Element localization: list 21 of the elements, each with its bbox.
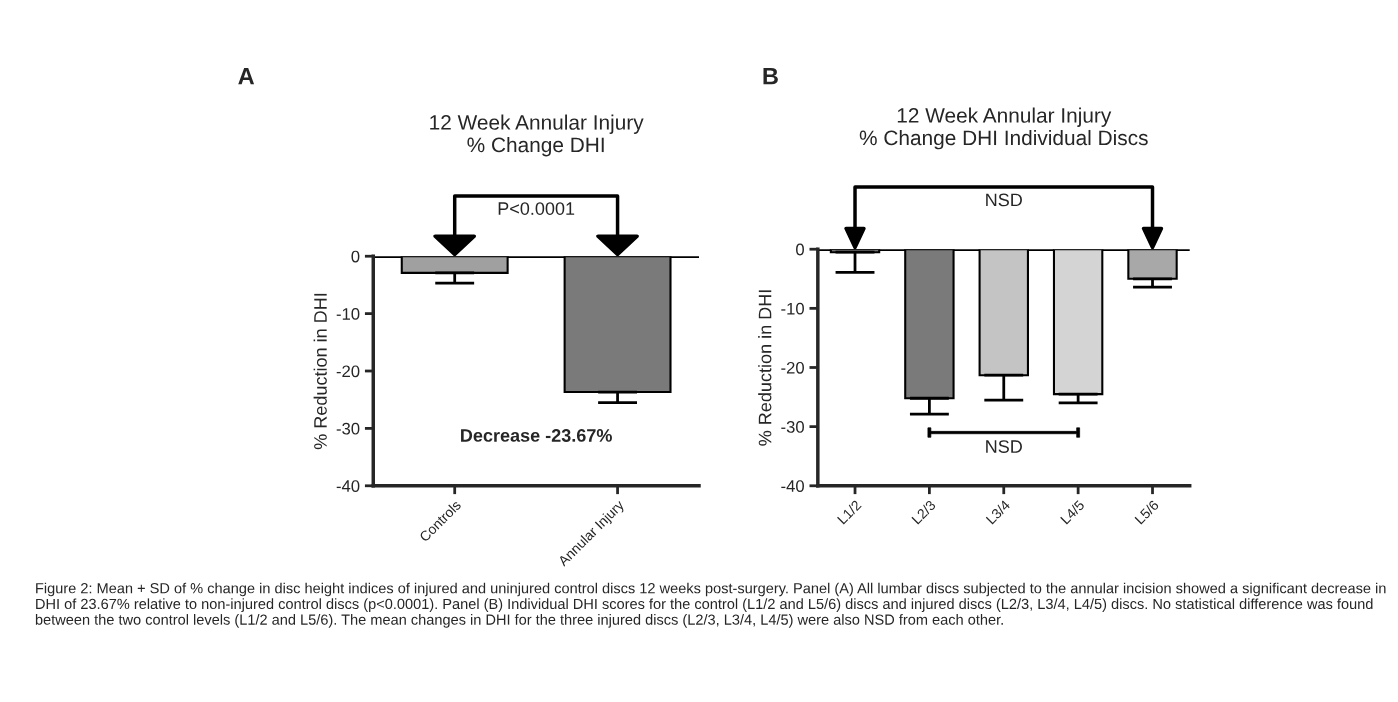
y-tick-label: 0 xyxy=(796,243,804,256)
y-tick-label: -10 xyxy=(336,308,360,320)
text: B xyxy=(763,68,778,85)
chart-title: 12 Week Annular Injury % Change DHI xyxy=(430,114,644,157)
y-tick-label: -10 xyxy=(781,302,804,315)
y-axis-title: % Reduction in DHI xyxy=(758,290,772,446)
y-tick-label: -30 xyxy=(336,422,360,435)
y-tick-label: -40 xyxy=(336,480,360,492)
caption: Figure 2: Mean + SD of % change in disc height indices of injured and uninjured control discs 12 weeks post-surgery. Panel (A) All lumbar discs subjected to the annular incision showed a significant decrease in DHI of 23.67% relative to non-injured control discs (p<0.0001). Panel (B) Individual DHI scores for the control (L1/2 and L5/6) discs and injured discs (L2/3, L3/4, L4/5) discs. No statistical difference was found between the two control levels (L1/2 and L5/6). The mean changes in DHI for the three injured discs (L2/3, L3/4, L4/5) were also NSD from each other. xyxy=(35,582,1386,628)
text: P<0.0001 xyxy=(498,202,575,215)
text: A xyxy=(238,68,255,85)
y-tick-label: -30 xyxy=(781,421,804,433)
y-tick-label: -40 xyxy=(781,480,804,492)
y-tick-label: -20 xyxy=(336,365,360,378)
y-tick-label: -20 xyxy=(781,361,804,374)
chart-title: 12 Week Annular Injury % Change DHI Individual Discs xyxy=(859,107,1148,150)
text: NSD xyxy=(986,193,1022,207)
y-tick-label: 0 xyxy=(351,250,360,263)
annotation: NSD xyxy=(986,440,1022,453)
y-axis-title: % Reduction in DHI xyxy=(313,293,327,450)
annotation: Decrease -23.67% xyxy=(461,429,612,442)
